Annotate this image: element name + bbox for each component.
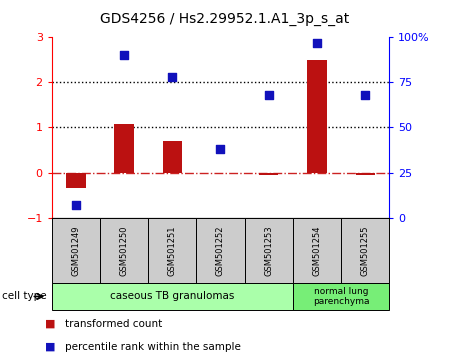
Text: GSM501251: GSM501251 bbox=[168, 225, 177, 276]
Point bbox=[313, 40, 320, 45]
Text: normal lung
parenchyma: normal lung parenchyma bbox=[313, 287, 369, 306]
Text: caseous TB granulomas: caseous TB granulomas bbox=[110, 291, 234, 302]
Bar bbox=[162, 141, 182, 173]
Text: GSM501255: GSM501255 bbox=[360, 225, 369, 276]
Point bbox=[169, 74, 176, 80]
Text: percentile rank within the sample: percentile rank within the sample bbox=[65, 342, 241, 352]
Point bbox=[121, 52, 128, 58]
Text: GSM501254: GSM501254 bbox=[312, 225, 321, 276]
Text: GDS4256 / Hs2.29952.1.A1_3p_s_at: GDS4256 / Hs2.29952.1.A1_3p_s_at bbox=[100, 12, 350, 27]
Text: ■: ■ bbox=[45, 342, 55, 352]
Text: GSM501249: GSM501249 bbox=[72, 225, 81, 276]
Point bbox=[217, 146, 224, 152]
Text: GSM501250: GSM501250 bbox=[120, 225, 129, 276]
Text: GSM501253: GSM501253 bbox=[264, 225, 273, 276]
Bar bbox=[307, 60, 327, 173]
Bar bbox=[356, 173, 375, 175]
Bar bbox=[259, 173, 279, 175]
Text: ■: ■ bbox=[45, 319, 55, 329]
Bar bbox=[66, 173, 86, 188]
Bar bbox=[114, 124, 134, 173]
Text: transformed count: transformed count bbox=[65, 319, 162, 329]
Point bbox=[361, 92, 369, 98]
Text: GSM501252: GSM501252 bbox=[216, 225, 225, 276]
Text: cell type: cell type bbox=[2, 291, 47, 302]
Point bbox=[265, 92, 272, 98]
Point bbox=[72, 202, 80, 208]
